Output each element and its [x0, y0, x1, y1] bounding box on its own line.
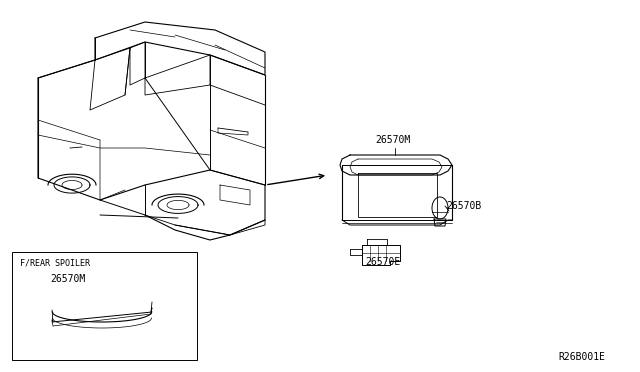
Text: 26570E: 26570E: [365, 257, 400, 267]
Text: 26570M: 26570M: [375, 135, 410, 145]
Text: 26570M: 26570M: [50, 274, 85, 284]
Text: R26B001E: R26B001E: [558, 352, 605, 362]
Bar: [12, 252, 197, 360]
Text: F/REAR SPOILER: F/REAR SPOILER: [20, 259, 90, 268]
Text: 26570B: 26570B: [446, 201, 481, 211]
